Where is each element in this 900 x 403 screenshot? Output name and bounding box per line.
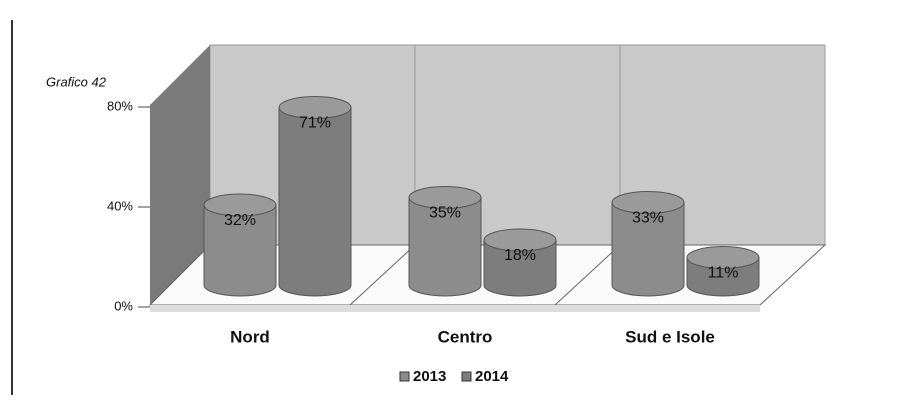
y-tick-label: 40%	[107, 198, 133, 213]
legend-label: 2013	[413, 368, 446, 385]
value-label: 32%	[224, 212, 256, 229]
bar	[408, 197, 482, 297]
side-wall	[150, 45, 210, 305]
bar	[278, 107, 352, 297]
legend-label: 2014	[475, 368, 509, 385]
annotation: Grafico 42	[46, 74, 107, 89]
bar-top	[483, 228, 557, 252]
legend-swatch	[399, 371, 410, 382]
x-tick-label: Centro	[438, 327, 493, 346]
value-label: 33%	[632, 210, 664, 227]
x-tick-label: Sud e Isole	[625, 327, 715, 346]
bar-top	[278, 96, 352, 119]
floor-divider	[349, 244, 416, 306]
value-label: 11%	[708, 265, 739, 282]
value-label: 18%	[504, 247, 536, 264]
bar-top	[203, 193, 277, 217]
floor-edge	[150, 305, 760, 312]
bar-top	[686, 246, 760, 269]
y-tick-label: 0%	[114, 298, 133, 313]
value-label: 71%	[299, 115, 331, 132]
y-tick-label: 80%	[107, 98, 133, 113]
x-tick-label: Nord	[230, 327, 270, 346]
bar	[483, 239, 557, 297]
legend-swatch	[461, 371, 472, 382]
bar	[203, 204, 277, 297]
floor-divider	[554, 244, 621, 306]
value-label: 35%	[429, 205, 461, 222]
bar	[611, 202, 685, 297]
bar-top	[408, 186, 482, 209]
bar-top	[611, 191, 685, 214]
